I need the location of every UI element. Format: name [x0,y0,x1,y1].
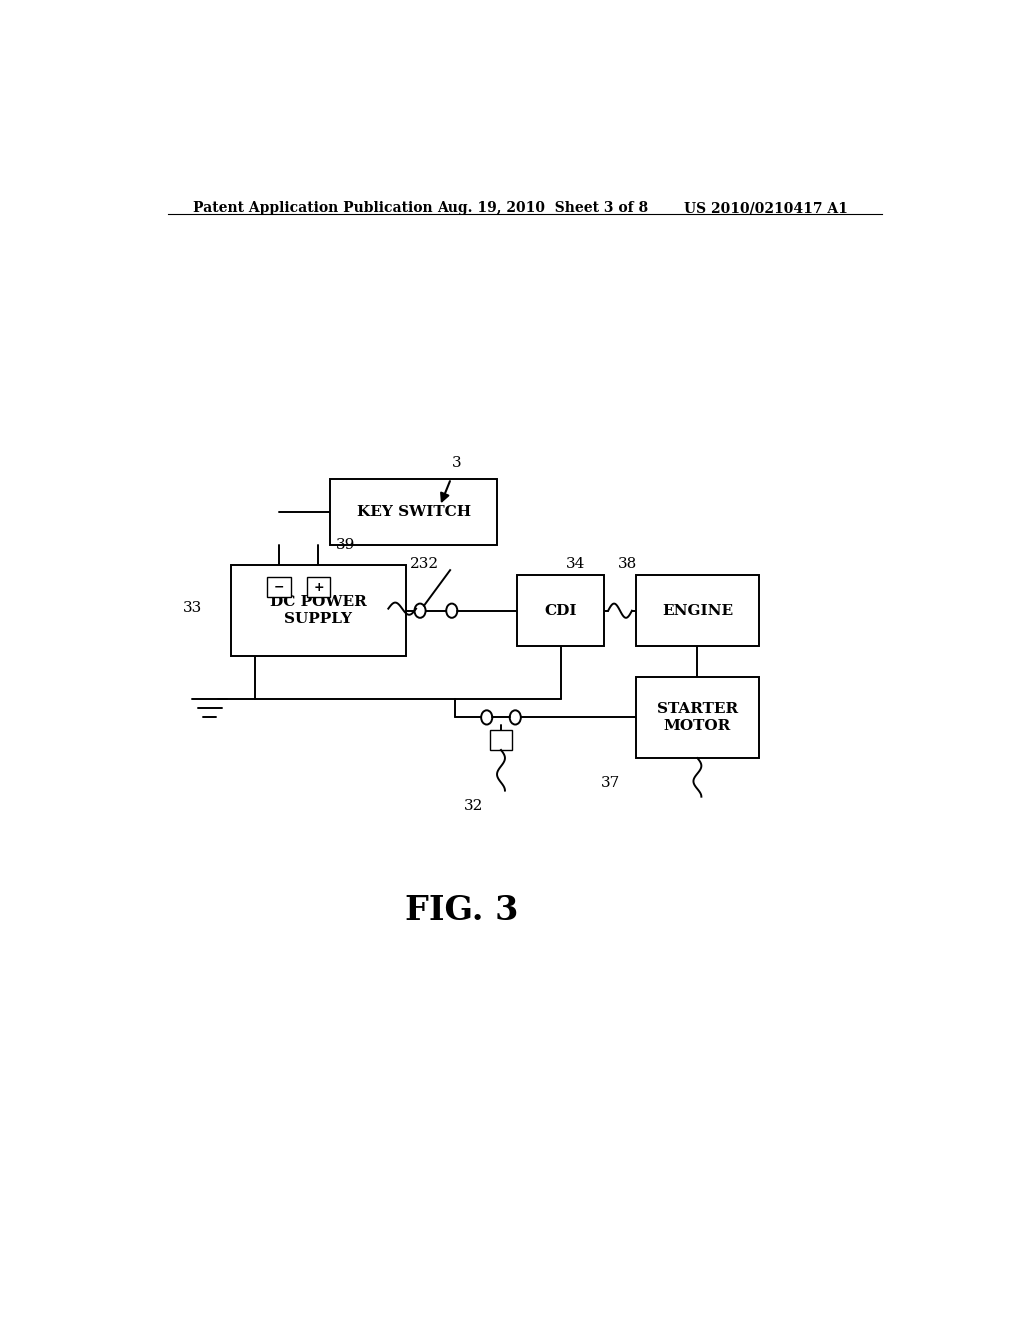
Text: 32: 32 [464,799,483,813]
Text: 38: 38 [617,557,637,572]
Bar [636,576,759,647]
Text: Aug. 19, 2010  Sheet 3 of 8: Aug. 19, 2010 Sheet 3 of 8 [437,201,648,215]
Text: 232: 232 [410,557,439,572]
Bar [306,577,331,598]
Text: +: + [313,581,324,594]
Text: 39: 39 [336,537,355,552]
Text: 34: 34 [566,557,586,572]
Text: STARTER
MOTOR: STARTER MOTOR [656,702,738,733]
Text: KEY SWITCH: KEY SWITCH [356,504,471,519]
Text: 33: 33 [182,601,202,615]
Text: −: − [273,581,284,594]
Text: 3: 3 [452,457,462,470]
Bar [331,479,497,545]
Bar [517,576,604,647]
Text: DC POWER
SUPPLY: DC POWER SUPPLY [270,595,367,627]
Text: US 2010/0210417 A1: US 2010/0210417 A1 [684,201,848,215]
Text: FIG. 3: FIG. 3 [404,894,518,927]
Text: CDI: CDI [545,603,577,618]
Bar [231,565,406,656]
Text: Patent Application Publication: Patent Application Publication [194,201,433,215]
Bar [489,730,512,750]
Bar [636,677,759,758]
Text: 37: 37 [601,776,621,791]
Bar [267,577,291,598]
Text: ENGINE: ENGINE [662,603,733,618]
